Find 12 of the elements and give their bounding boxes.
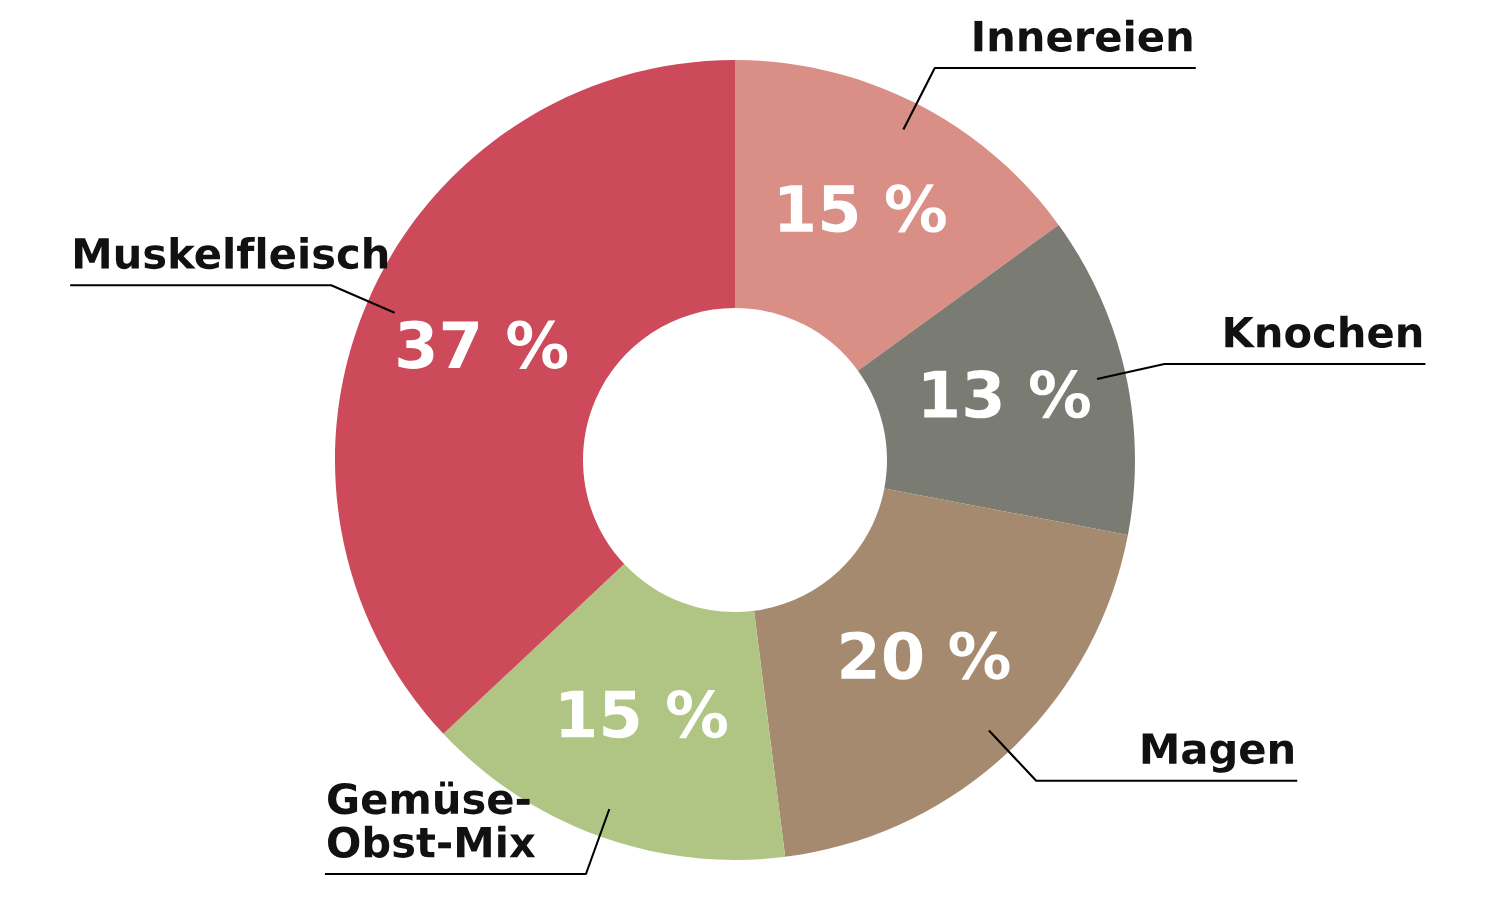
- slice-label: Innereien: [974, 19, 1192, 52]
- slice-label: Magen: [1142, 733, 1293, 773]
- data-label: 13 %: [923, 370, 1090, 419]
- data-label: 37 %: [398, 320, 568, 369]
- data-label: 20 %: [841, 631, 1010, 680]
- slice-label: Knochen: [1225, 315, 1422, 348]
- slice-label: Muskelfleisch: [75, 236, 388, 270]
- data-label: 15 %: [779, 184, 946, 233]
- slice-label: Gemüse- Obst-Mix: [328, 781, 536, 858]
- donut-slice: [735, 60, 1059, 371]
- data-label: 15 %: [561, 689, 728, 739]
- donut-slice: [754, 488, 1128, 857]
